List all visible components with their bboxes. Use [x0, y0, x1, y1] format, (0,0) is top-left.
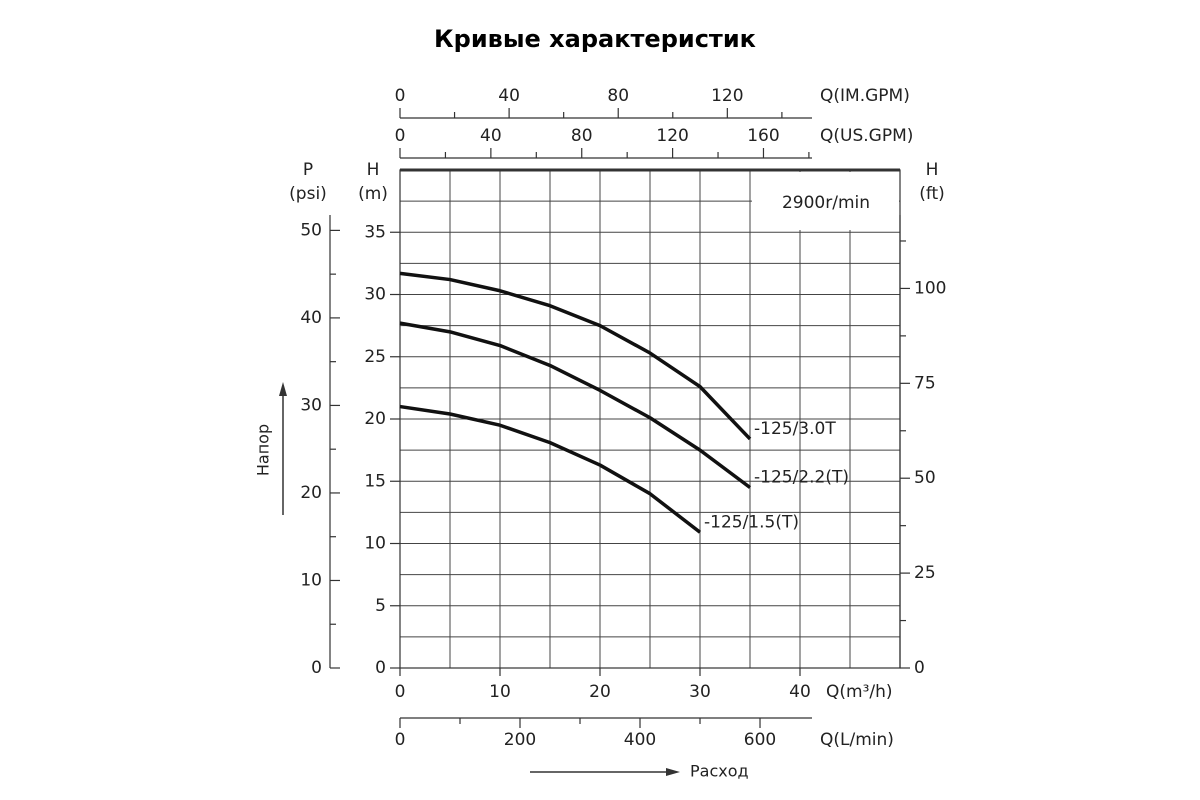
x-tick-label: 40	[789, 682, 811, 702]
x-tick-label: 10	[489, 682, 511, 702]
tick-label: 400	[624, 730, 656, 750]
y-axis-label: H	[367, 160, 380, 180]
tick-label: 200	[504, 730, 536, 750]
y-tick-label: 25	[364, 347, 386, 367]
x-title: Расход	[690, 762, 749, 781]
x-tick-label: 0	[395, 682, 406, 702]
tick-label: 0	[395, 126, 406, 146]
x-tick-label: 30	[689, 682, 711, 702]
y-tick-label: 35	[364, 222, 386, 242]
x-title-arrowhead	[666, 768, 680, 776]
axis-label: Q(L/min)	[820, 730, 894, 750]
tick-label: 40	[480, 126, 502, 146]
tick-label: 120	[711, 86, 743, 106]
curve	[399, 271, 752, 441]
annotation: 2900r/min	[782, 193, 870, 213]
tick-label: 40	[498, 86, 520, 106]
series-label: -125/1.5(T)	[704, 512, 799, 532]
tick-label: 10	[300, 570, 322, 590]
series-label: -125/2.2(T)	[754, 467, 849, 487]
curve	[399, 321, 752, 489]
tick-label: 100	[914, 278, 946, 298]
tick-label: 75	[914, 373, 936, 393]
y-tick-label: 10	[364, 534, 386, 554]
y-tick-label: 20	[364, 409, 386, 429]
y-tick-label: 30	[364, 285, 386, 305]
curve	[399, 404, 702, 534]
tick-label: 0	[914, 658, 925, 678]
tick-label: 25	[914, 563, 936, 583]
axis-label: Q(US.GPM)	[820, 126, 913, 146]
annotation-box	[752, 172, 899, 230]
y-tick-label: 0	[375, 658, 386, 678]
tick-label: 0	[311, 658, 322, 678]
tick-label: 160	[747, 126, 779, 146]
y-axis-unit: (m)	[358, 184, 388, 204]
axis-unit: (psi)	[289, 184, 327, 204]
tick-label: 80	[607, 86, 629, 106]
tick-label: 40	[300, 308, 322, 328]
tick-label: 20	[300, 483, 322, 503]
y-tick-label: 5	[375, 596, 386, 616]
tick-label: 0	[395, 86, 406, 106]
axis-label: Q(IM.GPM)	[820, 86, 910, 106]
series-label: -125/3.0T	[754, 419, 836, 439]
axis-label: P	[303, 160, 313, 180]
x-axis-label: Q(m³/h)	[826, 682, 893, 702]
tick-label: 0	[395, 730, 406, 750]
axis-label: H	[926, 160, 939, 180]
tick-label: 120	[656, 126, 688, 146]
tick-label: 50	[300, 220, 322, 240]
chart-title: Кривые характеристик	[434, 25, 756, 53]
x-tick-label: 20	[589, 682, 611, 702]
tick-label: 80	[571, 126, 593, 146]
tick-label: 30	[300, 395, 322, 415]
y-title-arrowhead	[279, 382, 287, 396]
tick-label: 50	[914, 468, 936, 488]
axis-unit: (ft)	[919, 184, 945, 204]
tick-label: 600	[744, 730, 776, 750]
y-tick-label: 15	[364, 471, 386, 491]
y-title: Напор	[254, 424, 273, 476]
